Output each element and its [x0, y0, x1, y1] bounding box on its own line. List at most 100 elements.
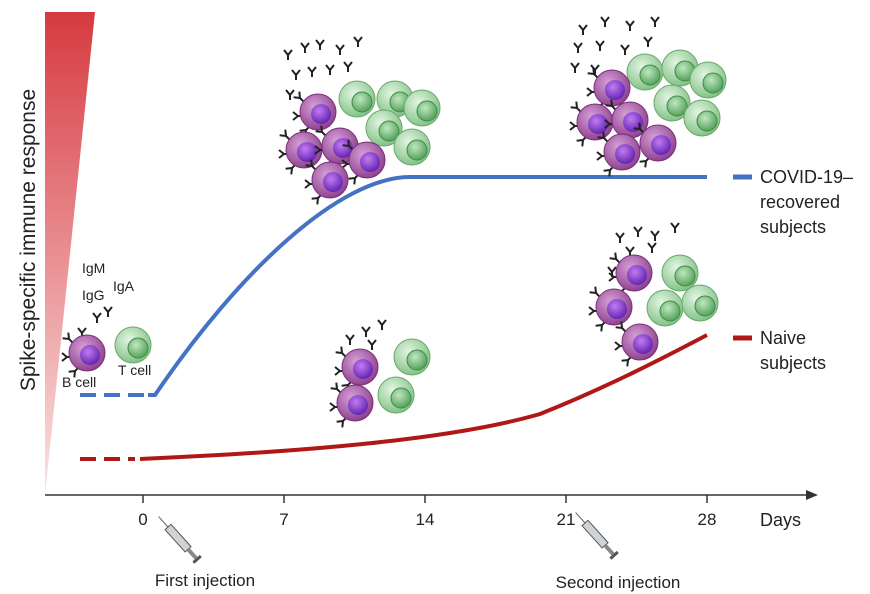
t-cell-nucleus: [127, 337, 149, 359]
cell-label: B cell: [62, 374, 96, 390]
t-cell-nucleus: [390, 387, 412, 409]
b-cell-nucleus: [311, 104, 331, 124]
antibody: [335, 346, 347, 358]
syringe: [158, 516, 202, 564]
legend-label: COVID-19–: [760, 167, 853, 187]
y-axis-label: Spike-specific immune response: [17, 89, 40, 391]
antibody: [353, 36, 363, 47]
antibody: [605, 99, 617, 111]
syringe-needle: [575, 512, 586, 524]
legend-label: recovered: [760, 192, 840, 212]
b-cell-nucleus: [615, 144, 635, 164]
antibody: [615, 232, 625, 243]
t-cell-nucleus: [696, 110, 718, 132]
syringe-barrel: [164, 523, 192, 553]
x-tick-label: 0: [138, 510, 147, 529]
legend-label: Naive: [760, 328, 806, 348]
syringe-barrel: [581, 519, 609, 549]
antibody: [330, 382, 342, 394]
antibody: [305, 159, 317, 171]
t-cell-nucleus: [702, 72, 724, 94]
t-cell-nucleus: [674, 265, 696, 287]
legend-label: subjects: [760, 217, 826, 237]
antibody-label: IgG: [82, 287, 105, 303]
antibody: [589, 286, 601, 298]
response-gradient: [45, 12, 95, 495]
t-cell-nucleus: [694, 295, 716, 317]
b-cell-nucleus: [633, 334, 653, 354]
antibody: [377, 319, 387, 330]
antibody: [103, 306, 113, 317]
t-cell-nucleus: [416, 100, 438, 122]
x-tick-label: 28: [698, 510, 717, 529]
t-cell-nucleus: [351, 91, 373, 113]
t-cell-nucleus: [406, 349, 428, 371]
t-cell-nucleus: [639, 64, 661, 86]
antibody: [300, 42, 310, 53]
antibody: [62, 332, 74, 344]
b-cell-nucleus: [651, 135, 671, 155]
antibody: [335, 44, 345, 55]
syringe-cap: [609, 550, 619, 560]
antibody: [291, 69, 301, 80]
x-axis-arrow: [806, 490, 818, 500]
antibody: [595, 40, 605, 51]
b-cell-nucleus: [605, 80, 625, 100]
syringe-plunger: [603, 543, 615, 556]
antibody-label: IgA: [113, 278, 135, 294]
antibody: [650, 230, 660, 241]
antibody: [650, 16, 660, 27]
b-cell-nucleus: [588, 114, 608, 134]
t-cell-nucleus: [666, 95, 688, 117]
legend-label: subjects: [760, 353, 826, 373]
antibody: [573, 42, 583, 53]
b-cell-nucleus: [323, 172, 343, 192]
antibody: [670, 222, 680, 233]
x-tick-label: 7: [279, 510, 288, 529]
syringe-cap: [192, 554, 202, 564]
antibody: [615, 321, 627, 333]
antibody: [285, 89, 295, 100]
syringe-needle: [158, 516, 169, 528]
x-axis-label: Days: [760, 510, 801, 530]
antibody: [92, 312, 102, 323]
antibody: [578, 24, 588, 35]
injection-label: First injection: [155, 571, 255, 590]
antibody: [325, 64, 335, 75]
antibody: [283, 49, 293, 60]
antibody: [307, 66, 317, 77]
antibody-label: IgM: [82, 260, 105, 276]
cell-label: T cell: [118, 362, 151, 378]
injection-label: Second injection: [556, 573, 681, 592]
x-tick-label: 14: [416, 510, 435, 529]
t-cell-nucleus: [378, 120, 400, 142]
b-cell-nucleus: [627, 265, 647, 285]
naive-curve: [139, 333, 708, 461]
antibody: [570, 101, 582, 113]
antibody: [315, 39, 325, 50]
antibody: [647, 242, 657, 253]
antibody: [625, 20, 635, 31]
antibody: [600, 16, 610, 27]
x-tick-label: 21: [557, 510, 576, 529]
antibody: [361, 326, 371, 337]
antibody: [367, 339, 377, 350]
antibody: [633, 122, 645, 134]
antibody: [293, 91, 305, 103]
b-cell-nucleus: [623, 112, 643, 132]
b-cell-nucleus: [607, 299, 627, 319]
syringe-plunger: [186, 547, 198, 560]
antibody: [342, 139, 354, 151]
b-cell-nucleus: [360, 152, 380, 172]
b-cell-nucleus: [348, 395, 368, 415]
t-cell-nucleus: [659, 300, 681, 322]
b-cell-nucleus: [80, 345, 100, 365]
antibody: [609, 252, 621, 264]
antibody: [597, 131, 609, 143]
t-cell-nucleus: [406, 139, 428, 161]
antibody: [315, 125, 327, 137]
antibody: [345, 334, 355, 345]
antibody: [570, 62, 580, 73]
antibody: [620, 44, 630, 55]
